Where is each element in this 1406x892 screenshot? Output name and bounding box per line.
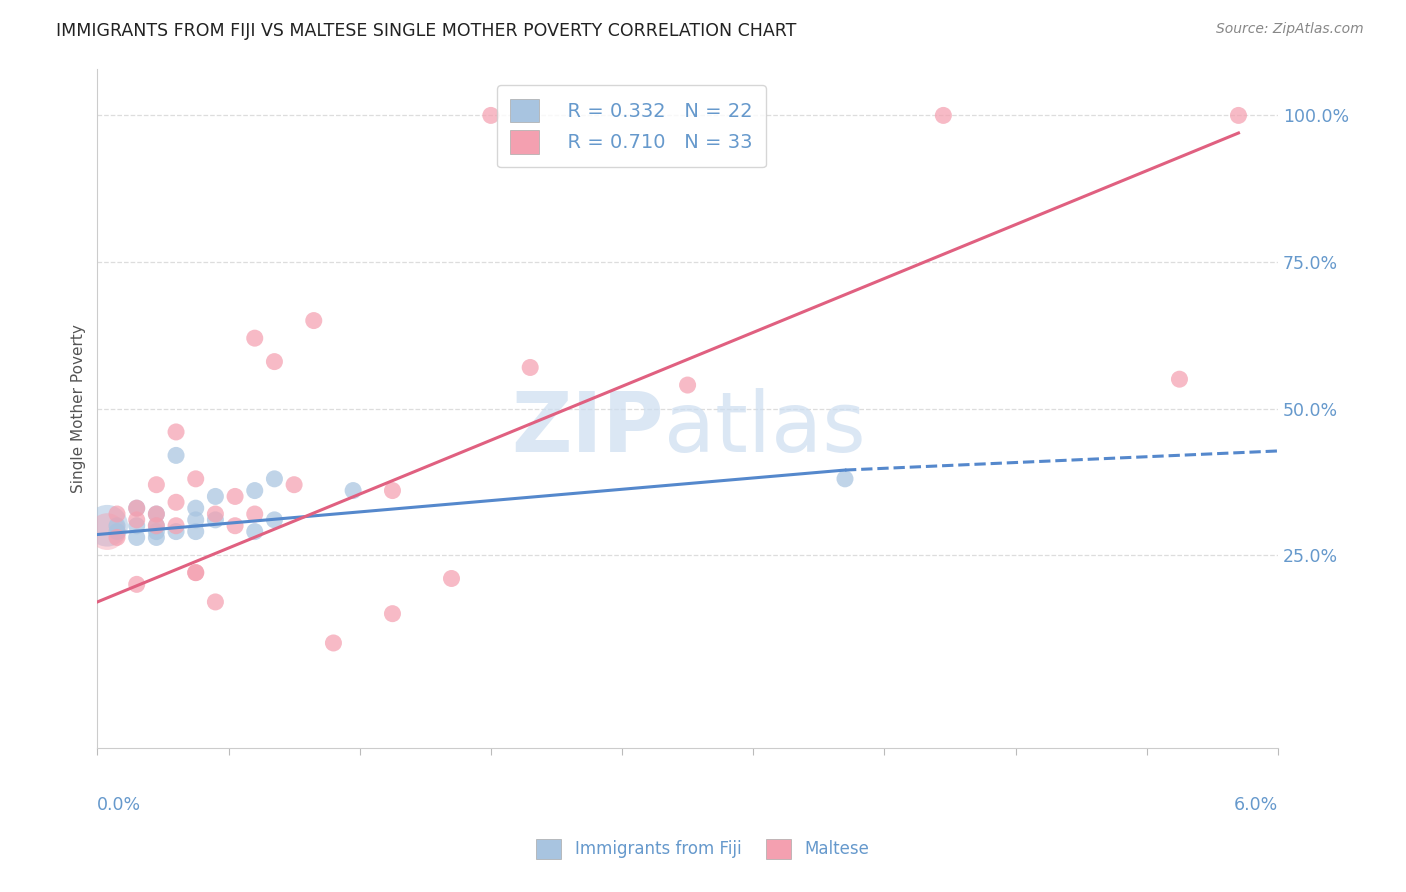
Point [96,524,118,539]
Point [204,513,226,527]
Text: ZIP: ZIP [512,388,664,469]
Point [165,449,187,463]
Point [125,501,148,516]
Point [105,531,128,545]
Text: Source: ZipAtlas.com: Source: ZipAtlas.com [1216,22,1364,37]
Point [302,313,325,327]
Point [1168,372,1191,386]
Point [125,531,148,545]
Point [834,472,856,486]
Point [145,524,167,539]
Point [165,425,187,439]
Point [145,518,167,533]
Y-axis label: Single Mother Poverty: Single Mother Poverty [72,324,86,493]
Point [381,483,404,498]
Point [204,490,226,504]
Text: 6.0%: 6.0% [1233,796,1278,814]
Point [165,524,187,539]
Point [283,477,305,491]
Point [243,331,266,345]
Point [479,108,502,122]
Point [243,483,266,498]
Point [184,524,207,539]
Point [1227,108,1250,122]
Point [165,495,187,509]
Point [204,595,226,609]
Point [125,513,148,527]
Text: 0.0%: 0.0% [97,796,142,814]
Point [184,566,207,580]
Point [184,513,207,527]
Point [224,490,246,504]
Point [263,472,285,486]
Point [322,636,344,650]
Point [145,518,167,533]
Point [184,472,207,486]
Legend:   R = 0.332   N = 22,   R = 0.710   N = 33: R = 0.332 N = 22, R = 0.710 N = 33 [496,85,766,168]
Text: atlas: atlas [664,388,866,469]
Text: IMMIGRANTS FROM FIJI VS MALTESE SINGLE MOTHER POVERTY CORRELATION CHART: IMMIGRANTS FROM FIJI VS MALTESE SINGLE M… [56,22,797,40]
Point [676,378,699,392]
Point [519,360,541,375]
Point [263,354,285,368]
Point [96,518,118,533]
Point [440,572,463,586]
Point [125,518,148,533]
Point [243,507,266,521]
Point [105,507,128,521]
Point [243,524,266,539]
Point [932,108,955,122]
Point [224,518,246,533]
Point [263,513,285,527]
Point [105,518,128,533]
Point [125,501,148,516]
Point [105,524,128,539]
Point [165,518,187,533]
Point [145,507,167,521]
Point [342,483,364,498]
Legend: Immigrants from Fiji, Maltese: Immigrants from Fiji, Maltese [530,832,876,866]
Point [381,607,404,621]
Point [125,577,148,591]
Point [145,477,167,491]
Point [184,566,207,580]
Point [145,507,167,521]
Point [184,501,207,516]
Point [145,531,167,545]
Point [204,507,226,521]
